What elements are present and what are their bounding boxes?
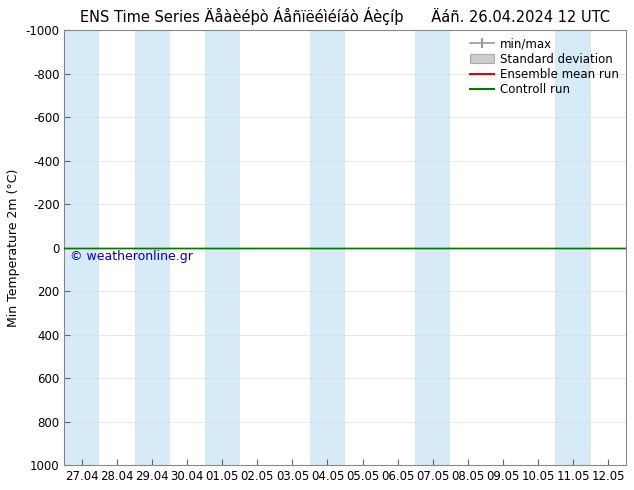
Bar	[205, 30, 240, 465]
Bar	[310, 30, 345, 465]
Bar	[555, 30, 591, 465]
Y-axis label: Min Temperature 2m (°C): Min Temperature 2m (°C)	[7, 169, 20, 327]
Bar	[415, 30, 450, 465]
Title: ENS Time Series Äåàèéþò Áåñïëéìéíáò Áèçíþ      Äáñ. 26.04.2024 12 UTC: ENS Time Series Äåàèéþò Áåñïëéìéíáò Áèçí…	[80, 7, 610, 25]
Bar	[134, 30, 170, 465]
Text: © weatheronline.gr: © weatheronline.gr	[70, 250, 193, 263]
Legend: min/max, Standard deviation, Ensemble mean run, Controll run: min/max, Standard deviation, Ensemble me…	[467, 34, 622, 100]
Bar	[65, 30, 100, 465]
